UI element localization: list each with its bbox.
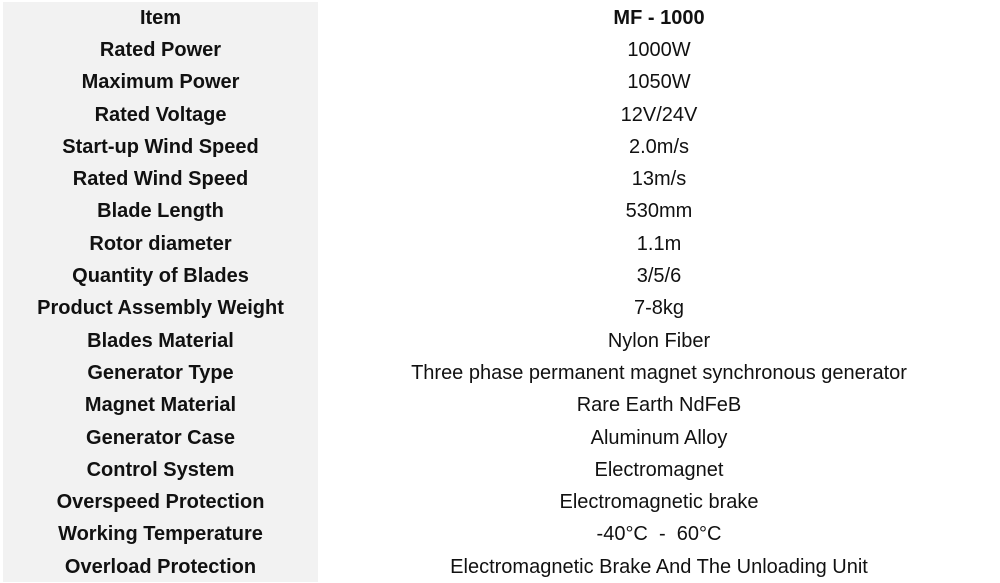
table-row: Generator Type Three phase permanent magn… <box>3 357 1000 389</box>
spec-value: MF - 1000 <box>613 6 705 29</box>
spec-value: Rare Earth NdFeB <box>576 394 742 417</box>
table-row: Overspeed Protection Electromagnetic brak… <box>3 486 1000 518</box>
spec-label: Blades Material <box>87 329 234 352</box>
spec-label: Overload Protection <box>64 555 257 578</box>
spec-value: Electromagnetic brake <box>559 491 759 514</box>
spec-value: 1000W <box>627 38 691 61</box>
table-row: Maximum Power 1050W <box>3 67 1000 99</box>
spec-label: Maximum Power <box>81 71 240 94</box>
spec-label: Rated Wind Speed <box>72 168 249 191</box>
spec-label: Rotor diameter <box>89 232 232 255</box>
spec-value: Electromagnet <box>594 458 724 481</box>
spec-value: 3/5/6 <box>636 265 682 288</box>
table-row: Product Assembly Weight 7-8kg <box>3 293 1000 325</box>
spec-label: Blade Length <box>97 200 224 223</box>
table-row: Rated Wind Speed 13m/s <box>3 163 1000 195</box>
spec-label: Product Assembly Weight <box>37 297 284 320</box>
spec-value: Electromagnetic Brake And The Unloading … <box>450 555 868 578</box>
spec-label: Quantity of Blades <box>72 265 249 288</box>
spec-value: 1050W <box>627 71 691 94</box>
spec-label: Generator Case <box>86 426 235 449</box>
spec-value: Aluminum Alloy <box>590 426 728 449</box>
spec-label: Working Temperature <box>58 523 263 546</box>
spec-table: Item MF - 1000 Rated Power 1000W Maximum Pow… <box>3 2 1000 583</box>
spec-value: 2.0m/s <box>628 135 690 158</box>
spec-label: Overspeed Protection <box>56 491 265 514</box>
table-row: Overload Protection Electromagnetic Brake… <box>3 551 1000 583</box>
spec-label: Magnet Material <box>84 394 237 417</box>
table-row: Blade Length 530mm <box>3 196 1000 228</box>
spec-value: 13m/s <box>631 168 687 191</box>
table-row: Start-up Wind Speed 2.0m/s <box>3 131 1000 163</box>
spec-value: 1.1m <box>636 232 682 255</box>
table-row: Blades Material Nylon Fiber <box>3 325 1000 357</box>
table-row: Control System Electromagnet <box>3 454 1000 486</box>
table-row: Quantity of Blades 3/5/6 <box>3 260 1000 292</box>
table-row: Rotor diameter 1.1m <box>3 228 1000 260</box>
spec-value: Three phase permanent magnet synchronous… <box>411 361 907 384</box>
spec-value: 12V/24V <box>620 103 698 126</box>
table-row: Item MF - 1000 <box>3 2 1000 34</box>
spec-label: Control System <box>86 458 235 481</box>
table-row: Generator Case Aluminum Alloy <box>3 422 1000 454</box>
spec-label: Generator Type <box>87 361 234 384</box>
spec-label: Rated Voltage <box>94 103 227 126</box>
table-row: Working Temperature -40°C - 60°C <box>3 519 1000 551</box>
table-row: Rated Voltage 12V/24V <box>3 99 1000 131</box>
table-row: Rated Power 1000W <box>3 34 1000 66</box>
spec-label: Rated Power <box>99 38 222 61</box>
spec-value: Nylon Fiber <box>607 329 711 352</box>
spec-value: -40°C - 60°C <box>596 523 722 546</box>
spec-label: Start-up Wind Speed <box>62 135 259 158</box>
spec-value: 530mm <box>625 200 693 223</box>
spec-label: Item <box>139 6 182 29</box>
spec-value: 7-8kg <box>633 297 685 320</box>
table-row: Magnet Material Rare Earth NdFeB <box>3 390 1000 422</box>
label-column-background <box>3 2 318 582</box>
